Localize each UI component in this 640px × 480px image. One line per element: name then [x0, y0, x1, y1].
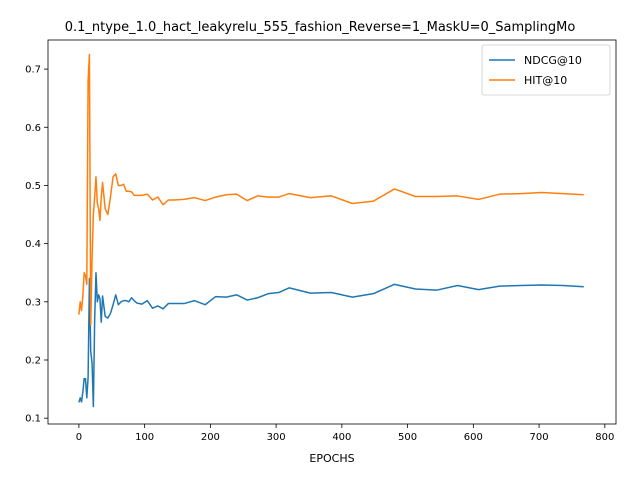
- x-tick-label: 500: [398, 432, 417, 443]
- x-axis-ticks: 0 100 200 300 400 500 600 700 800: [76, 424, 614, 443]
- x-tick-label: 800: [595, 432, 614, 443]
- x-axis-label: EPOCHS: [309, 452, 354, 465]
- x-tick-label: 100: [135, 432, 154, 443]
- y-tick-label: 0.6: [25, 123, 41, 134]
- y-tick-label: 0.2: [25, 356, 41, 367]
- series-line-hit: [78, 53, 584, 326]
- x-tick-label: 700: [530, 432, 549, 443]
- legend-label: HIT@10: [524, 74, 567, 87]
- x-tick-label: 300: [267, 432, 286, 443]
- x-tick-label: 200: [201, 432, 220, 443]
- legend-box: [481, 44, 611, 96]
- series-layer: [78, 53, 584, 408]
- y-tick-label: 0.4: [25, 239, 41, 250]
- y-tick-label: 0.5: [25, 181, 41, 192]
- plot-frame: [47, 39, 617, 425]
- x-tick-label: 600: [464, 432, 483, 443]
- y-tick-label: 0.1: [25, 414, 41, 425]
- y-axis-ticks: 0.1 0.2 0.3 0.4 0.5 0.6 0.7: [25, 65, 48, 425]
- series-line-ndcg: [78, 271, 584, 408]
- x-tick-label: 0: [76, 432, 82, 443]
- plot-area: [48, 40, 616, 424]
- x-tick-label: 400: [332, 432, 351, 443]
- legend-label: NDCG@10: [524, 54, 582, 67]
- y-tick-label: 0.3: [25, 297, 41, 308]
- legend: NDCG@10 HIT@10: [481, 44, 611, 96]
- y-tick-label: 0.7: [25, 65, 41, 76]
- chart-title: 0.1_ntype_1.0_hact_leakyrelu_555_fashion…: [65, 20, 576, 35]
